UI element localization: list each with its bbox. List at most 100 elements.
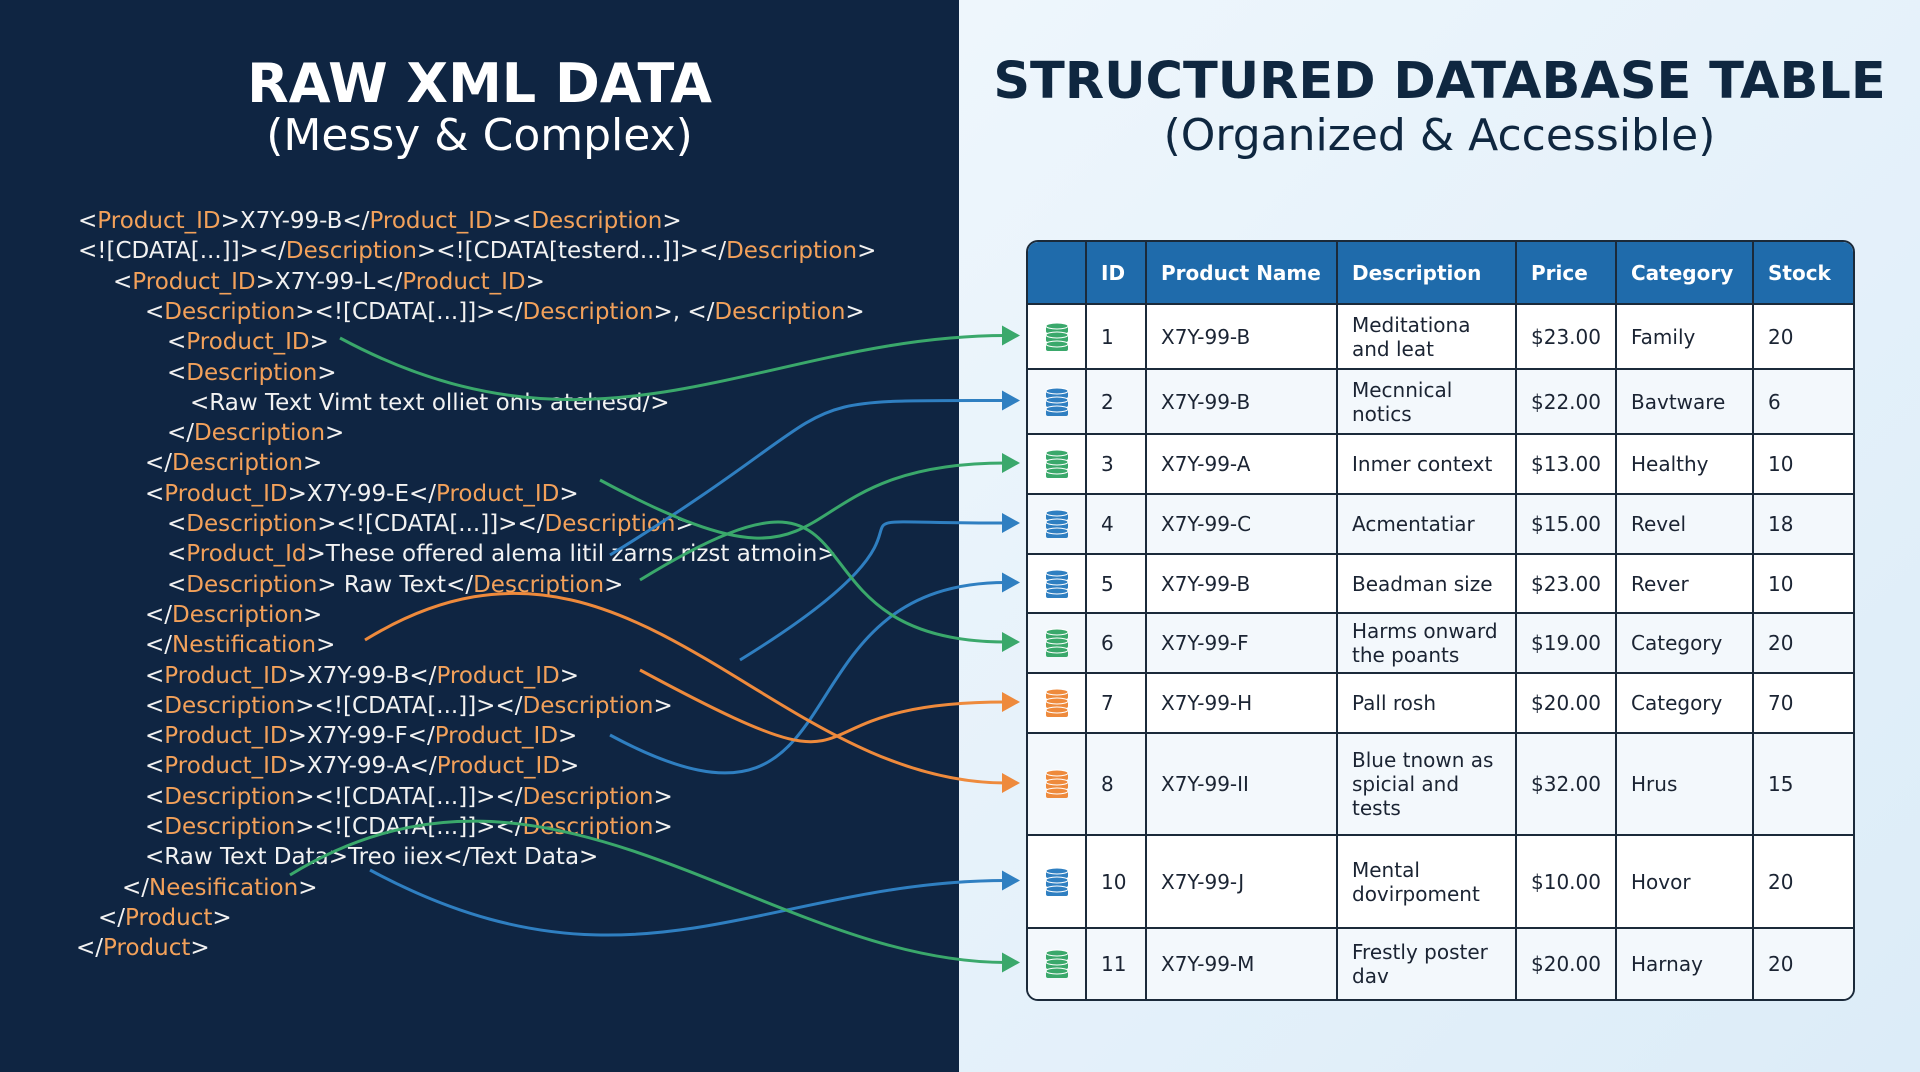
db-icon [1045, 628, 1068, 657]
table-cell: 5 [1086, 553, 1147, 613]
arrow-head [1002, 773, 1020, 793]
arrow-head [1002, 453, 1020, 473]
icon-cell [1028, 493, 1087, 554]
table-cell: $32.00 [1516, 732, 1617, 835]
table-cell: $19.00 [1516, 612, 1617, 673]
db-icon [1045, 867, 1068, 896]
db-icon-part [1045, 949, 1068, 957]
db-icon-part [1045, 449, 1068, 457]
xml-text: ><![CDATA[...]]></ [295, 783, 523, 810]
table-cell: Harnay [1616, 927, 1754, 999]
db-icon-part [1045, 787, 1068, 795]
table-row: 1 X7Y-99-B Meditationa and leat $23.00 Famil… [1028, 303, 1853, 369]
xml-text: </ [145, 601, 173, 628]
xml-tag: Description [186, 511, 318, 537]
icon-cell [1028, 612, 1087, 673]
xml-text: > [559, 480, 579, 507]
table-cell: $23.00 [1516, 553, 1617, 613]
left-subtitle: (Messy & Complex) [266, 110, 693, 161]
db-icon-part [1045, 688, 1068, 696]
table-cell: 20 [1753, 834, 1853, 928]
db-icon-part [1045, 396, 1068, 403]
left-title: RAW XML DATA [247, 52, 712, 115]
db-icon-part [1045, 958, 1068, 966]
xml-text: <![CDATA[...]]></ [78, 238, 286, 265]
xml-text: >These offered alema litil zarns rizst a… [306, 541, 837, 568]
db-icon-part [1045, 569, 1068, 576]
xml-tag: Product_ID [436, 753, 561, 780]
icon-cell [1028, 834, 1087, 928]
xml-tag: Description [194, 420, 326, 447]
column-header: Stock [1753, 242, 1853, 304]
table-cell: Mecnnical notics [1337, 368, 1517, 434]
xml-text: >< [492, 208, 532, 234]
arrow [289, 819, 1007, 964]
header-row: ID Product Name Description Price Category St… [1028, 242, 1853, 304]
xml-text: </ [98, 904, 126, 931]
xml-line: <Raw Text Vimt text olliet onls atehesd/… [190, 388, 670, 418]
xml-text: < [167, 329, 187, 356]
table-cell: 18 [1753, 493, 1853, 554]
xml-text: > [298, 874, 318, 901]
xml-text: > [303, 601, 323, 628]
db-icon-part [1045, 331, 1068, 338]
xml-text: >X7Y-99-F</ [287, 723, 435, 750]
xml-tag: Description [164, 783, 296, 810]
xml-text: > [604, 571, 624, 598]
xml-text: < [113, 268, 133, 295]
column-header: Description [1337, 242, 1517, 304]
table-cell: 15 [1753, 732, 1853, 835]
table-cell: Meditationa and leat [1337, 303, 1517, 369]
xml-line: <Product_ID>X7Y-99-E</Product_ID> [145, 479, 579, 509]
table-cell: Family [1616, 303, 1754, 369]
db-icon [1045, 688, 1068, 717]
xml-line: </Description> [145, 448, 322, 478]
table-cell: 1 [1086, 303, 1147, 369]
xml-text: > [525, 268, 545, 295]
table-cell: X7Y-99-M [1146, 927, 1338, 999]
xml-text: > [309, 329, 329, 356]
table-cell: 4 [1086, 493, 1147, 554]
xml-tag: Product_ID [164, 662, 288, 689]
xml-tag: Description [714, 298, 846, 325]
data-table: ID Product Name Description Price Category St… [1028, 242, 1853, 999]
xml-text: > [558, 723, 578, 750]
column-header: Price [1516, 242, 1617, 304]
xml-line: <Description><![CDATA[...]]></Descriptio… [145, 782, 673, 812]
xml-tag: Description [186, 571, 318, 598]
db-icon [1045, 949, 1068, 978]
table-cell: Harms onward the poants [1337, 612, 1517, 673]
arrow-head [1002, 325, 1020, 346]
xml-line: </Nestification> [145, 630, 335, 660]
table-cell: 20 [1753, 303, 1853, 369]
db-icon-part [1045, 637, 1068, 645]
arrow-head [1002, 390, 1020, 411]
table-row: 4 X7Y-99-C Acmentatiar $15.00 Revel 18 [1028, 493, 1853, 554]
column-header: Category [1616, 242, 1754, 304]
xml-line: <Product_ID>X7Y-99-F</Product_ID> [145, 721, 577, 751]
table-cell: 6 [1086, 612, 1147, 673]
arrow [609, 398, 1007, 557]
xml-text: > [212, 904, 232, 931]
table-cell: 10 [1753, 553, 1853, 613]
xml-text: < [145, 480, 165, 507]
xml-tag: Description [726, 238, 858, 265]
table-cell: Pall rosh [1337, 672, 1517, 733]
db-icon-part [1045, 967, 1068, 975]
column-header: ID [1086, 242, 1147, 304]
table-cell: 20 [1753, 927, 1853, 999]
xml-text: < [167, 571, 187, 598]
xml-text: > [559, 662, 580, 689]
table-cell: Category [1616, 612, 1754, 673]
xml-tag: Product_ID [369, 208, 493, 234]
arrow-head [1002, 870, 1020, 891]
table-cell: X7Y-99-F [1146, 612, 1338, 673]
db-icon [1045, 387, 1068, 416]
xml-text: > [190, 935, 210, 962]
xml-text: < [167, 359, 187, 386]
right-title: STRUCTURED DATABASE TABLE [993, 52, 1886, 111]
xml-line: <Description> [167, 358, 337, 388]
xml-line: <Product_ID>X7Y-99-B</Product_ID> [145, 661, 579, 691]
xml-text: > [653, 692, 673, 719]
